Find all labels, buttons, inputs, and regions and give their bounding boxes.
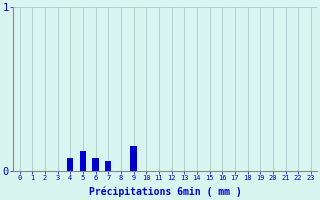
Bar (92, 158, 99, 171)
Bar (105, 161, 111, 171)
X-axis label: Précipitations 6min ( mm ): Précipitations 6min ( mm ) (89, 187, 242, 197)
Bar (130, 146, 137, 171)
Bar (80, 151, 86, 171)
Bar (67, 158, 73, 171)
